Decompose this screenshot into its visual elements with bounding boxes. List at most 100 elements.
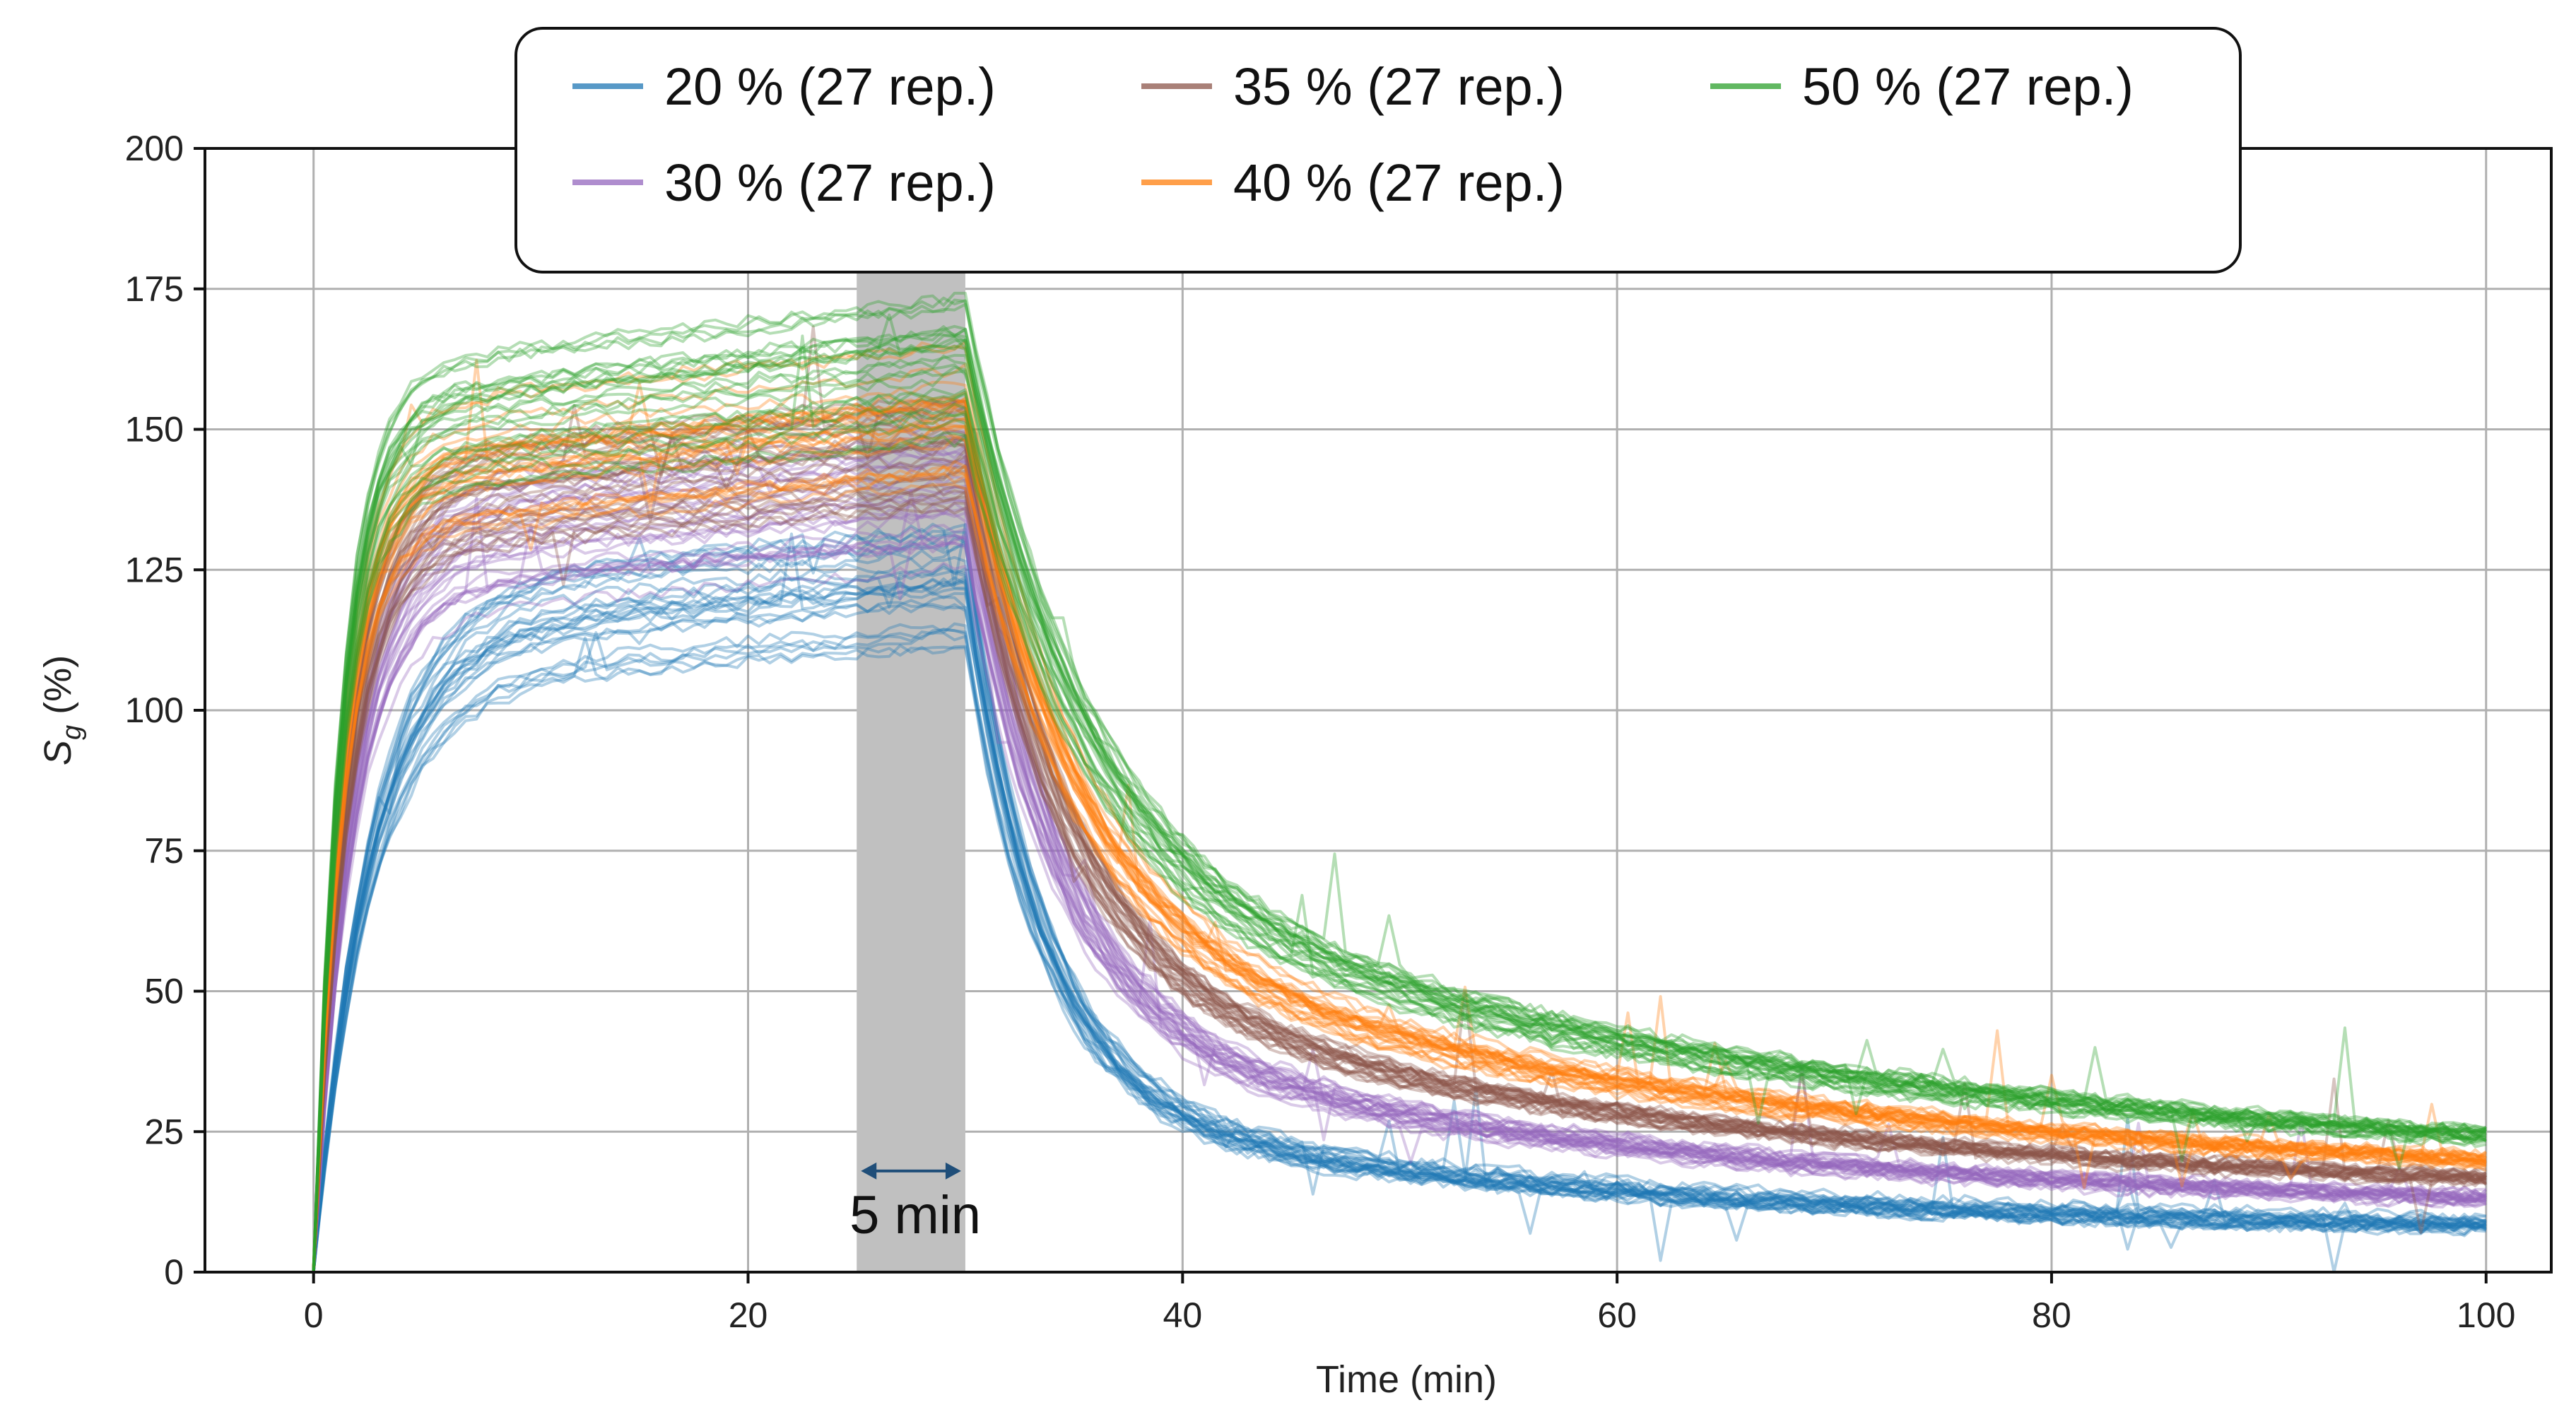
shaded-window — [857, 148, 965, 1272]
series-line — [312, 298, 2487, 1270]
series-line — [312, 579, 2487, 1273]
series-5 — [312, 291, 2488, 1273]
series-line — [312, 511, 2488, 1273]
axes-layer: 0 20 40 60 80 100 0 25 50 75 100 125 150 175 200 Time (… — [37, 129, 2553, 1401]
series-line — [312, 448, 2486, 1271]
series-line — [312, 416, 2488, 1270]
series-line — [312, 541, 2487, 1266]
series-line — [312, 540, 2487, 1271]
series-line — [312, 423, 2487, 1273]
series-line — [312, 485, 2487, 1273]
series-line — [312, 563, 2487, 1267]
series-line — [312, 408, 2488, 1269]
series-line — [312, 631, 2487, 1273]
series-line — [312, 437, 2486, 1273]
series-line — [312, 431, 2487, 1270]
series-line — [312, 576, 2487, 1269]
series-line — [312, 455, 2488, 1267]
y-tick-label: 150 — [125, 410, 184, 449]
series-line — [312, 402, 2487, 1269]
series-line — [312, 363, 2487, 1271]
series-line — [312, 501, 2488, 1269]
series-line — [312, 464, 2487, 1270]
x-tick-label: 20 — [729, 1295, 768, 1335]
series-line — [312, 397, 2486, 1273]
series-line — [312, 354, 2487, 1273]
series-line — [312, 436, 2487, 1268]
series-line — [312, 532, 2487, 1274]
x-tick-label: 60 — [1597, 1295, 1637, 1335]
series-line — [312, 440, 2487, 1271]
series-line — [312, 370, 2488, 1273]
series-line — [312, 402, 2487, 1270]
series-line — [312, 478, 2487, 1266]
series-line — [312, 440, 2487, 1273]
series-line — [312, 448, 2487, 1269]
series-line — [312, 433, 2487, 1273]
y-tick-label: 125 — [125, 550, 184, 589]
annotation-layer: 5 min — [849, 1162, 981, 1245]
series-line — [312, 497, 2487, 1273]
series-line — [312, 433, 2487, 1271]
series-line — [312, 528, 2487, 1273]
series-1 — [312, 522, 2488, 1274]
legend-box — [514, 27, 2242, 274]
series-line — [312, 327, 2487, 1272]
series-line — [312, 507, 2487, 1272]
series-line — [312, 398, 2486, 1269]
y-axis-title: Sg (%) — [37, 655, 87, 765]
grid-layer — [205, 147, 2551, 1274]
series-line — [312, 399, 2487, 1273]
x-tick-label: 80 — [2032, 1295, 2071, 1335]
series-2 — [312, 424, 2488, 1273]
series-4 — [312, 341, 2488, 1273]
series-line — [312, 418, 2488, 1273]
series-line — [312, 534, 2487, 1269]
series-line — [312, 396, 2488, 1273]
series-line — [312, 465, 2487, 1267]
y-tick-label: 200 — [125, 129, 184, 168]
series-line — [312, 424, 2487, 1273]
y-axis-subscript: g — [57, 725, 87, 740]
series-line — [312, 534, 2487, 1269]
x-axis-title: Time (min) — [1316, 1358, 1497, 1401]
series-3 — [312, 325, 2488, 1273]
series-line — [312, 336, 2488, 1273]
legend-label: 40 % (27 rep.) — [1233, 153, 1565, 212]
series-line — [312, 424, 2487, 1269]
series-line — [312, 339, 2487, 1273]
series-line — [312, 483, 2487, 1270]
duration-arrow-right-head — [945, 1162, 961, 1180]
series-line — [312, 341, 2486, 1273]
series-line — [312, 561, 2486, 1273]
series-line — [312, 404, 2487, 1273]
series-line — [312, 474, 2487, 1273]
series-line — [312, 438, 2487, 1273]
series-line — [312, 636, 2487, 1268]
series-line — [312, 469, 2487, 1273]
series-line — [312, 382, 2487, 1272]
series-line — [312, 498, 2487, 1273]
series-layer — [312, 291, 2488, 1274]
series-line — [312, 540, 2487, 1273]
y-axis-unit: (%) — [37, 655, 79, 725]
series-line — [312, 565, 2486, 1273]
series-line — [312, 429, 2488, 1273]
series-line — [312, 490, 2488, 1272]
series-line — [312, 391, 2487, 1273]
series-line — [312, 490, 2487, 1269]
series-line — [312, 628, 2487, 1271]
series-line — [312, 603, 2486, 1273]
series-line — [312, 585, 2486, 1267]
legend: 20 % (27 rep.) 35 % (27 rep.) 50 % (27 rep… — [514, 27, 2242, 274]
series-line — [312, 411, 2487, 1272]
y-tick-label: 50 — [144, 972, 184, 1011]
series-line — [312, 458, 2487, 1268]
series-line — [312, 501, 2487, 1273]
series-line — [312, 533, 2487, 1269]
series-line — [312, 523, 2486, 1267]
series-line — [312, 622, 2486, 1269]
series-line — [312, 396, 2487, 1271]
series-line — [312, 478, 2486, 1273]
